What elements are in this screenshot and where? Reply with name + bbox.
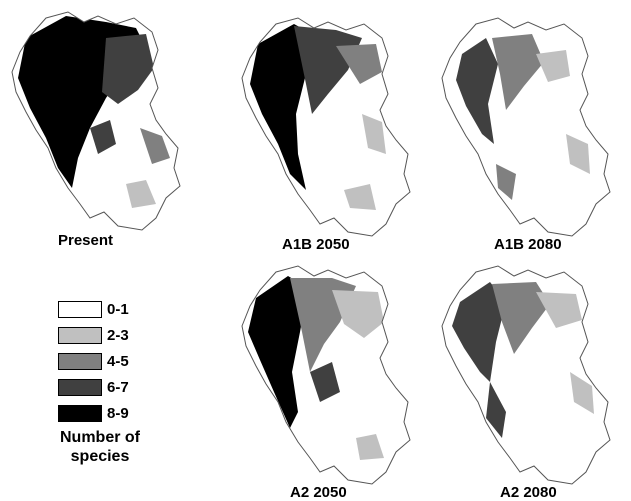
map-a1b-2080 — [436, 14, 616, 239]
map-a2-2080 — [436, 262, 616, 487]
label-a2-2050: A2 2050 — [290, 484, 347, 501]
label-present: Present — [58, 232, 114, 249]
map-a1b-2080-svg — [441, 17, 611, 237]
richness-zone-3 — [310, 362, 340, 402]
legend-row-2-3: 2-3 — [58, 322, 129, 348]
legend-row-0-1: 0-1 — [58, 296, 129, 322]
legend: 0-1 2-3 4-5 6-7 8-9 — [58, 296, 129, 426]
region-outline — [11, 11, 181, 231]
label-a1b-2080: A1B 2080 — [494, 236, 562, 253]
legend-row-8-9: 8-9 — [58, 400, 129, 426]
map-a2-2080-svg — [441, 265, 611, 485]
richness-zone-4 — [566, 134, 590, 174]
richness-zone-1 — [102, 34, 154, 104]
species-richness-layer — [456, 34, 590, 200]
richness-zone-3 — [126, 180, 156, 208]
richness-zone-0 — [248, 276, 308, 428]
legend-label-8-9: 8-9 — [107, 404, 129, 422]
species-richness-layer — [250, 24, 386, 210]
legend-row-4-5: 4-5 — [58, 348, 129, 374]
richness-zone-0 — [452, 282, 506, 382]
richness-zone-2 — [536, 292, 582, 328]
legend-label-6-7: 6-7 — [107, 378, 129, 396]
legend-swatch-8-9 — [58, 404, 102, 422]
legend-label-4-5: 4-5 — [107, 352, 129, 370]
legend-label-0-1: 0-1 — [107, 300, 129, 318]
species-richness-layer — [452, 282, 594, 438]
richness-zone-2 — [536, 50, 570, 82]
richness-zone-4 — [344, 184, 376, 210]
region-outline — [441, 17, 611, 237]
region-outline — [441, 265, 611, 485]
richness-zone-3 — [362, 114, 386, 154]
map-present — [6, 8, 186, 233]
map-a2-2050-svg — [241, 265, 411, 485]
richness-zone-4 — [90, 120, 116, 154]
richness-zone-2 — [332, 290, 384, 338]
map-a1b-2050 — [236, 14, 416, 239]
species-richness-layer — [248, 276, 384, 460]
richness-zone-0 — [456, 38, 498, 144]
richness-zone-4 — [570, 372, 594, 414]
legend-swatch-0-1 — [58, 300, 102, 318]
legend-swatch-6-7 — [58, 378, 102, 396]
map-present-svg — [11, 11, 181, 231]
legend-label-2-3: 2-3 — [107, 326, 129, 344]
region-outline — [241, 17, 411, 237]
richness-zone-3 — [486, 382, 506, 438]
richness-zone-3 — [496, 164, 516, 200]
richness-zone-0 — [250, 24, 316, 190]
map-a1b-2050-svg — [241, 17, 411, 237]
legend-title: Number of species — [60, 429, 140, 465]
richness-zone-1 — [492, 282, 550, 354]
legend-row-6-7: 6-7 — [58, 374, 129, 400]
legend-swatch-2-3 — [58, 326, 102, 344]
richness-zone-2 — [336, 44, 382, 84]
label-a1b-2050: A1B 2050 — [282, 236, 350, 253]
legend-swatch-4-5 — [58, 352, 102, 370]
label-a2-2080: A2 2080 — [500, 484, 557, 501]
richness-zone-4 — [356, 434, 384, 460]
richness-zone-1 — [492, 34, 544, 110]
species-richness-layer — [18, 16, 170, 208]
richness-zone-2 — [140, 128, 170, 164]
map-a2-2050 — [236, 262, 416, 487]
region-outline — [241, 265, 411, 485]
